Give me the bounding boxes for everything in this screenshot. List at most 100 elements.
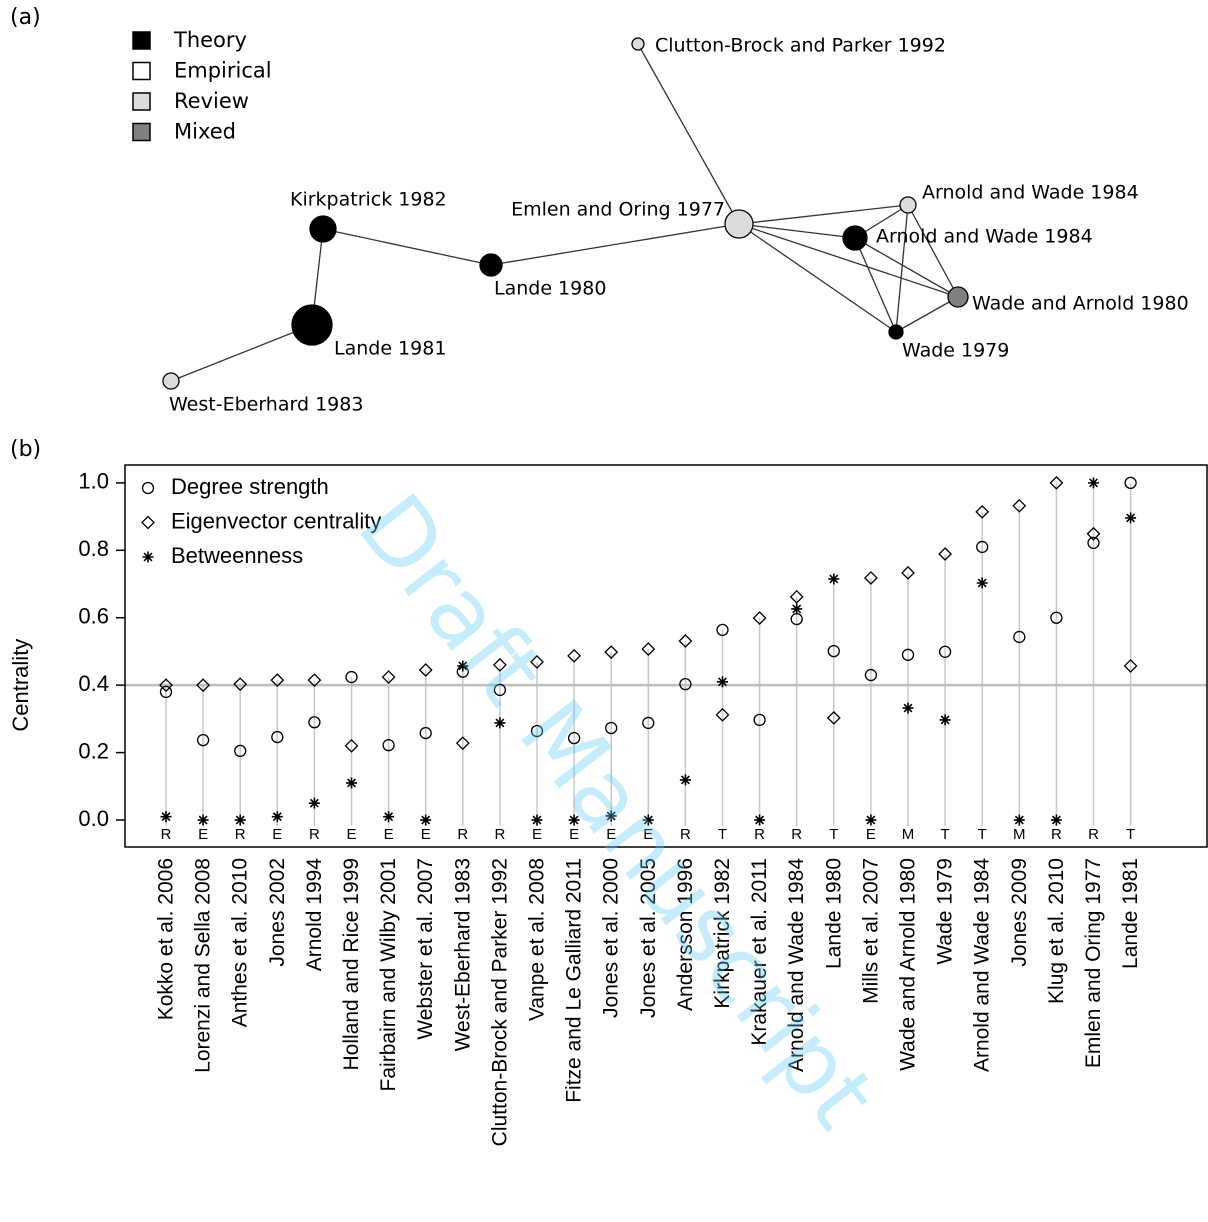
x-tick-label: West-Eberhard 1983 <box>451 858 474 1051</box>
data-point <box>716 623 729 637</box>
category-type: R <box>754 826 765 843</box>
panel-label: (a) <box>10 5 41 30</box>
x-tick-label: Arnold and Wade 1984 <box>785 858 808 1072</box>
data-point <box>717 676 728 688</box>
category-type: R <box>791 826 802 843</box>
data-point <box>864 668 878 682</box>
data-point <box>1087 536 1100 550</box>
x-tick-label: Lande 1980 <box>822 858 845 969</box>
x-tick-label: Wade 1979 <box>934 858 957 965</box>
data-point <box>494 717 506 729</box>
node <box>309 215 337 243</box>
node <box>899 196 917 214</box>
legend-label: Degree strength <box>171 474 329 499</box>
data-point <box>1049 475 1064 490</box>
category-type: M <box>902 826 915 843</box>
data-point <box>493 683 507 697</box>
category-type: E <box>421 826 431 843</box>
edge <box>170 324 313 382</box>
x-tick-label: Arnold and Wade 1984 <box>971 858 994 1072</box>
node-label: Emlen and Oring 1977 <box>511 199 725 221</box>
data-point <box>1013 630 1026 644</box>
node-label: Wade 1979 <box>902 340 1009 362</box>
category-type: E <box>384 826 394 843</box>
y-tick-label: 0.6 <box>78 604 109 629</box>
edge <box>637 43 740 225</box>
data-point <box>567 648 582 663</box>
category-type: E <box>643 826 653 843</box>
category-type: T <box>718 826 727 843</box>
legend-label: Betweenness <box>171 543 303 568</box>
data-point <box>160 811 172 823</box>
panel-label: (b) <box>10 437 41 462</box>
data-point <box>641 642 656 657</box>
data-point <box>1050 611 1063 624</box>
data-point <box>197 814 209 826</box>
data-point <box>381 670 396 684</box>
data-point <box>938 547 953 561</box>
node <box>631 37 645 51</box>
x-tick-label: Wade and Arnold 1980 <box>897 858 920 1071</box>
category-type: E <box>569 826 579 843</box>
legend-label: Mixed <box>174 120 236 144</box>
data-point <box>382 739 395 752</box>
legend-swatch <box>132 122 151 142</box>
x-tick-label: Webster et al. 2007 <box>414 858 437 1040</box>
x-tick-label: Kokko et al. 2006 <box>155 858 178 1020</box>
category-type: T <box>1126 826 1135 843</box>
edge <box>854 237 897 333</box>
data-point <box>1050 814 1062 826</box>
category-type: E <box>346 826 356 843</box>
category-type: R <box>235 826 246 843</box>
node <box>724 209 754 239</box>
data-point <box>418 663 433 677</box>
node <box>162 372 180 390</box>
category-type: R <box>1051 826 1062 843</box>
edge <box>738 204 909 225</box>
data-point <box>679 678 692 691</box>
data-point <box>976 577 988 589</box>
node <box>842 225 868 251</box>
data-point <box>678 634 693 648</box>
node-label: Lande 1980 <box>494 278 606 300</box>
data-point <box>605 810 617 822</box>
x-tick-label: Emlen and Oring 1977 <box>1082 858 1105 1068</box>
data-point <box>865 814 877 826</box>
data-point <box>345 670 358 684</box>
data-point <box>1123 659 1138 673</box>
data-point <box>196 678 211 693</box>
x-tick-label: Jones et al. 2000 <box>600 858 623 1018</box>
x-tick-label: Jones 2009 <box>1008 858 1031 967</box>
node-label: Arnold and Wade 1984 <box>922 182 1139 204</box>
x-tick-label: Anthes et al. 2010 <box>229 858 252 1027</box>
data-point <box>1012 498 1027 513</box>
data-point <box>605 721 618 735</box>
data-point <box>1086 526 1101 541</box>
data-point <box>1013 814 1025 826</box>
x-tick-label: Krakauer et al. 2011 <box>748 858 771 1046</box>
legend-marker <box>141 481 155 495</box>
data-point <box>234 814 246 826</box>
data-point <box>828 573 840 585</box>
data-point <box>196 733 210 747</box>
legend-swatch <box>132 31 151 50</box>
x-tick-label: Lande 1981 <box>1119 858 1142 969</box>
y-axis-label: Centrality <box>8 639 33 732</box>
data-point <box>826 710 841 725</box>
data-point <box>568 814 580 826</box>
node <box>291 304 333 346</box>
data-point <box>975 504 990 519</box>
edge <box>490 223 740 266</box>
category-type: E <box>866 826 876 843</box>
data-point <box>715 707 730 722</box>
legend-label: Review <box>174 89 249 113</box>
data-point <box>234 744 247 758</box>
x-tick-label: Jones et al. 2005 <box>637 858 660 1018</box>
legend-label: Theory <box>173 28 247 52</box>
x-tick-label: Mills et al. 2007 <box>859 858 882 1004</box>
node-label: Kirkpatrick 1982 <box>290 189 447 211</box>
category-type: R <box>494 826 505 843</box>
category-type: E <box>198 826 208 843</box>
edge <box>854 237 959 298</box>
y-tick-label: 0.8 <box>78 536 109 561</box>
